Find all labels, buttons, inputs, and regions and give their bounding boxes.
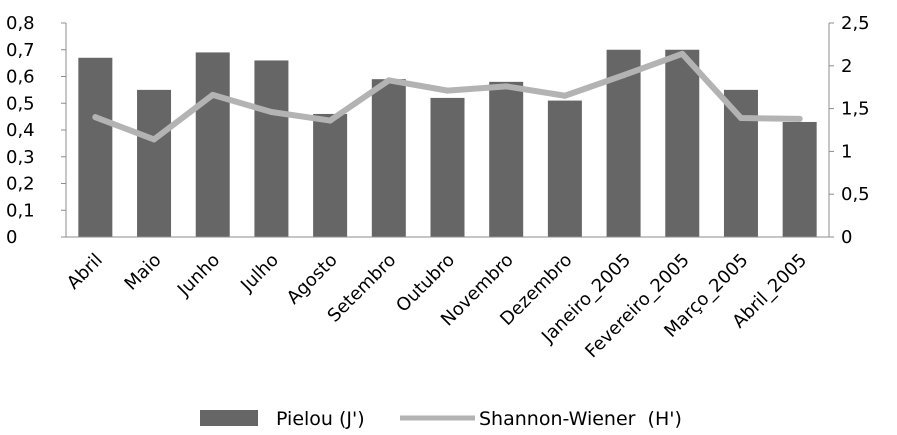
shannon-wiener-point (209, 91, 216, 98)
right-tick-label: 0,5 (841, 184, 870, 205)
shannon-wiener-point (268, 109, 275, 116)
legend-shannon-label: Shannon-Wiener (H') (479, 408, 682, 430)
shannon-wiener-point (92, 114, 99, 121)
shannon-wiener-point (561, 92, 568, 99)
shannon-wiener-point (503, 83, 510, 90)
category-label: Junho (173, 250, 224, 301)
right-tick-label: 2,5 (841, 13, 870, 34)
left-tick-label: 0,6 (6, 67, 35, 88)
left-tick-label: 0,7 (6, 40, 35, 61)
pielou-bar (782, 121, 817, 237)
shannon-wiener-point (796, 115, 803, 122)
shannon-wiener-point (327, 117, 334, 124)
pielou-bar (371, 79, 406, 237)
category-labels: Abril Maio Junho Julho AgostoSetembroOutubro… (63, 250, 811, 362)
left-y-axis: 0 0,1 0,2 0,3 0,4 0,5 0,6 0,7 0,8 (6, 13, 67, 248)
legend: Pielou (J') Shannon-Wiener (H') (200, 408, 682, 430)
legend-pielou-label: Pielou (J') (276, 408, 365, 430)
category-label: Agosto (283, 250, 342, 309)
right-y-axis: 0 0,5 1 1,5 2 2,5 (828, 13, 870, 248)
shannon-wiener-point (444, 87, 451, 94)
shannon-wiener-point (151, 136, 158, 143)
shannon-wiener-point (737, 115, 744, 122)
pielou-bar (78, 57, 113, 238)
pielou-bar (313, 113, 348, 237)
pielou-bar (723, 89, 758, 237)
pielou-bars (78, 49, 817, 238)
right-tick-label: 1 (841, 141, 852, 162)
shannon-wiener-point (385, 77, 392, 84)
pielou-bar (430, 97, 465, 238)
right-tick-label: 2 (841, 56, 852, 77)
pielou-bar (137, 89, 172, 237)
left-tick-label: 0 (6, 227, 17, 248)
category-label: Julho (236, 250, 283, 297)
left-tick-label: 0,4 (6, 120, 35, 141)
pielou-bar (665, 49, 700, 237)
legend-pielou-swatch (200, 410, 258, 426)
category-label: Fevereiro_2005 (581, 250, 693, 362)
shannon-wiener-point (620, 72, 627, 79)
right-tick-label: 1,5 (841, 99, 870, 120)
shannon-wiener-line (92, 50, 803, 143)
pielou-bar (489, 81, 524, 237)
category-label: Maio (121, 250, 166, 295)
left-tick-label: 0,3 (6, 147, 35, 168)
left-tick-label: 0,5 (6, 93, 35, 114)
pielou-bar (547, 100, 582, 237)
pielou-bar (254, 60, 289, 238)
shannon-wiener-point (679, 50, 686, 57)
left-tick-label: 0,1 (6, 200, 35, 221)
pielou-bar (195, 52, 230, 237)
right-tick-label: 0 (841, 227, 852, 248)
category-label: Abril (63, 250, 107, 294)
left-tick-label: 0,2 (6, 174, 35, 195)
left-tick-label: 0,8 (6, 13, 35, 34)
